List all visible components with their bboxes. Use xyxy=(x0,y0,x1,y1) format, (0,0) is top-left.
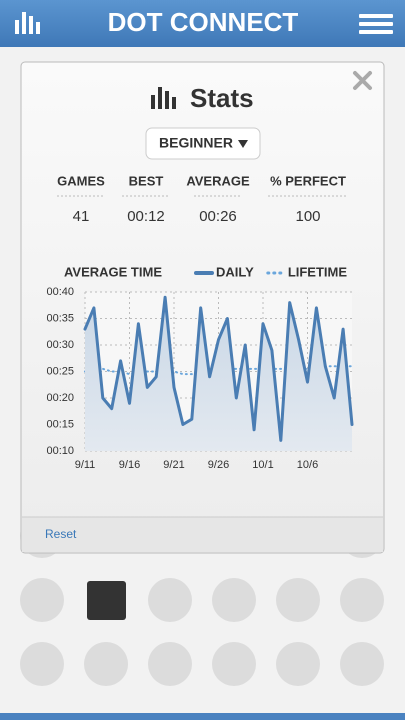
line xyxy=(83,295,354,442)
x-tick-label: 9/26 xyxy=(208,459,229,471)
dot[interactable] xyxy=(340,642,384,686)
menu-icon[interactable] xyxy=(359,14,393,34)
y-tick-label: 00:25 xyxy=(46,365,74,377)
title-icon xyxy=(151,87,176,109)
stat-label: % PERFECT xyxy=(270,173,346,188)
stat-value: 00:12 xyxy=(127,208,165,225)
dropdown-arrow xyxy=(238,140,248,148)
close-button[interactable] xyxy=(353,71,372,90)
dot[interactable] xyxy=(276,642,320,686)
app-title: DOT CONNECT xyxy=(108,7,299,37)
x-tick-label: 9/11 xyxy=(75,459,96,471)
stat-label: GAMES xyxy=(57,173,105,188)
dot[interactable] xyxy=(84,642,128,686)
stat-label: BEST xyxy=(129,173,164,188)
y-tick-label: 00:40 xyxy=(46,286,74,298)
dot[interactable] xyxy=(340,578,384,622)
area xyxy=(85,297,352,451)
dot[interactable] xyxy=(148,642,192,686)
y-tick-label: 00:20 xyxy=(46,392,74,404)
stat-value: 00:26 xyxy=(199,208,237,225)
bottom-bar xyxy=(0,713,405,720)
y-tick-label: 00:30 xyxy=(46,339,74,351)
dot[interactable] xyxy=(148,578,192,622)
dot-selected[interactable] xyxy=(87,581,126,620)
x-tick-label: 10/6 xyxy=(297,459,318,471)
x-tick-label: 9/21 xyxy=(163,459,184,471)
dot[interactable] xyxy=(212,578,256,622)
dot[interactable] xyxy=(212,642,256,686)
modal-title: Stats xyxy=(190,83,254,113)
stats-icon[interactable] xyxy=(15,12,40,34)
stat-label: AVERAGE xyxy=(186,173,250,188)
x-tick-label: 10/1 xyxy=(252,459,273,471)
y-tick-label: 00:10 xyxy=(46,445,74,457)
y-tick-label: 00:35 xyxy=(46,312,74,324)
chart: AVERAGE TIME 00:10 00:15 00:20 00:25 00:30 00:… xyxy=(46,264,354,471)
level-label: BEGINNER xyxy=(159,135,233,151)
modal-footer xyxy=(22,517,383,552)
header xyxy=(0,0,405,47)
stats-table: GAMES 41 BEST 00:12 AVERAGE 00:26 % PERFECT 100 xyxy=(57,173,348,225)
x-tick-label: 9/16 xyxy=(119,459,140,471)
reset-link[interactable]: Reset xyxy=(45,527,77,541)
legend-label: DAILY xyxy=(216,264,254,279)
stat-value: 100 xyxy=(295,208,320,225)
level-dropdown[interactable] xyxy=(145,127,261,160)
chart-title: AVERAGE TIME xyxy=(64,264,162,279)
dot[interactable] xyxy=(20,642,64,686)
y-tick-label: 00:15 xyxy=(46,418,74,430)
dot[interactable] xyxy=(276,578,320,622)
stat-value: 41 xyxy=(73,208,90,225)
legend-label: LIFETIME xyxy=(288,264,348,279)
dot[interactable] xyxy=(20,578,64,622)
